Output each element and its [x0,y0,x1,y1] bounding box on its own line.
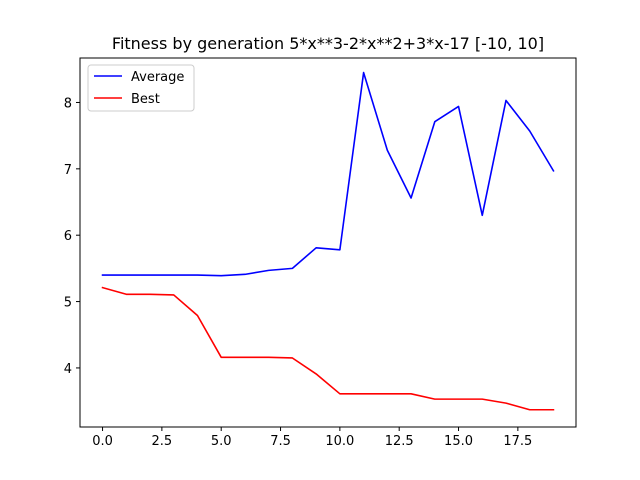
plot-frame [79,57,577,428]
x-tick-label: 5.0 [211,434,232,449]
x-tick-label: 10.0 [325,434,354,449]
y-tick-label: 6 [64,229,72,244]
chart-title: Fitness by generation 5*x**3-2*x**2+3*x-… [112,34,544,53]
legend-label-best: Best [131,92,160,107]
y-tick-label: 5 [64,296,72,311]
series-layer [101,71,555,411]
x-axis: 0.0 2.5 5.0 7.5 10.0 12.5 15.0 17.5 [92,427,532,449]
series-line-best [101,286,555,411]
series-line-average [101,71,555,277]
y-tick-label: 8 [64,96,72,111]
x-tick-label: 7.5 [270,434,291,449]
x-tick-label: 12.5 [385,434,414,449]
x-tick-label: 17.5 [503,434,532,449]
x-tick-label: 15.0 [444,434,473,449]
y-axis: 4 5 6 7 8 [64,96,80,377]
x-tick-label: 2.5 [152,434,173,449]
x-tick-label: 0.0 [92,434,113,449]
y-tick-label: 4 [64,362,72,377]
legend-label-average: Average [131,70,184,85]
y-tick-label: 7 [64,163,72,178]
legend: Average Best [87,64,195,112]
